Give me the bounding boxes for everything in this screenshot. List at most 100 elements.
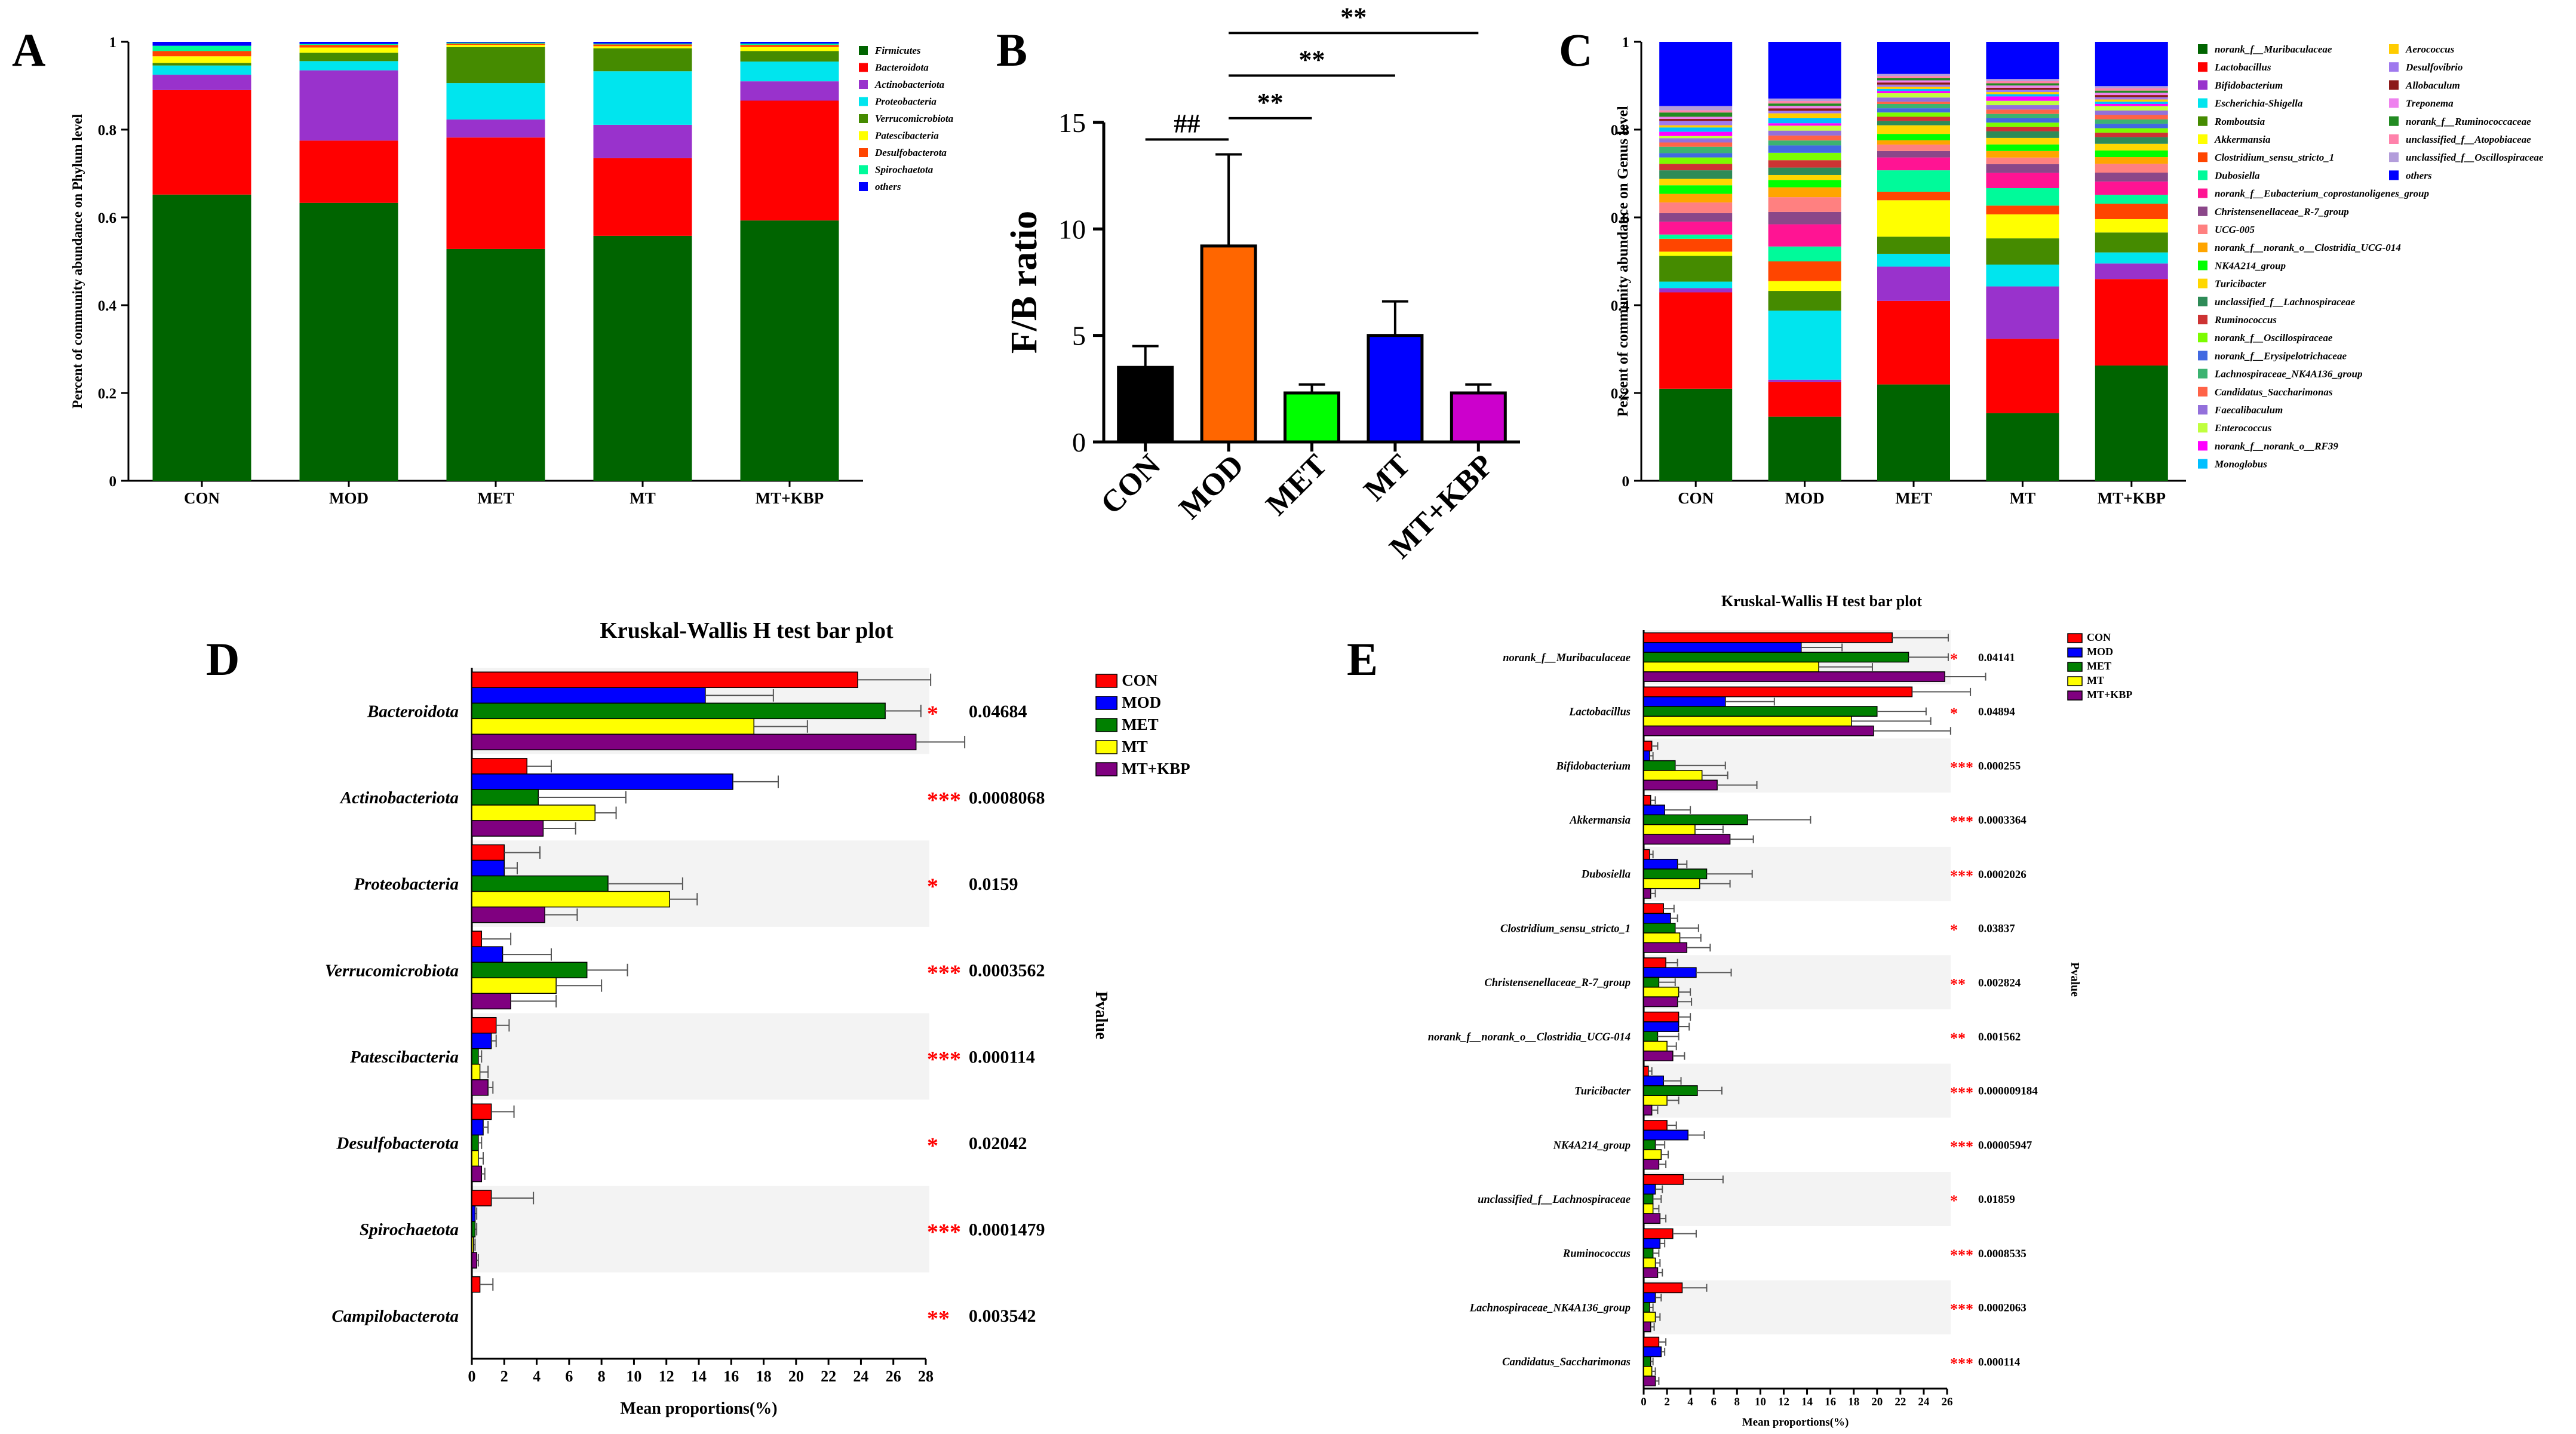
x-tick-label: 24 [853,1368,868,1385]
bar-segment-met-norank-f-muribaculaceae [1877,384,1950,481]
bar-segment-mt-kbp-others [2095,42,2168,87]
bar-segment-mt-norank-f-erysipelotrichaceae [1986,118,2059,123]
legend-label-bifidobacterium: Bifidobacterium [2214,79,2283,91]
bar-segment-mod-nk4a214-group [1768,180,1841,188]
category-label-norank-f-norank-o-clostridia-ucg-014: norank_f__norank_o__Clostridia_UCG-014 [1428,1031,1631,1043]
p-value: 0.000114 [1978,1356,2021,1368]
legend-swatch-mt [2067,676,2083,686]
bar-segment-mod-norank-f-erysipelotrichaceae [1768,145,1841,153]
bar-segment-mt-kbp-clostridium-sensu-stricto-1 [2095,203,2168,219]
legend-swatch-romboutsia [2198,116,2207,126]
bar-segment-con-norank-f-eubacterium-coprostanoligenes-group [1659,222,1733,235]
bar-segment-con-unclassified-f-oscillospiraceae [1659,106,1733,110]
x-tick-label: 28 [918,1368,934,1385]
bar-segment-con-norank-f-muribaculaceae [1659,388,1733,481]
legend-swatch-norank-f-norank-o-rf39 [2198,441,2207,451]
bar-segment-mod-bacteroidota [299,140,398,203]
bar-ruminococcus-con [1643,1228,1674,1239]
legend-label-bacteroidota: Bacteroidota [874,62,929,73]
legend-swatch-mt-kbp [1095,762,1117,776]
bar-segment-con-nk4a214-group [1659,185,1733,194]
bar-segment-met-actinobacteriota [446,119,545,138]
significance-label: ** [1257,88,1284,117]
bar-segment-mod-firmicutes [299,202,398,481]
category-label-campilobacterota: Campilobacterota [331,1307,459,1326]
bar-candidatus-saccharimonas-con [1643,1337,1660,1347]
p-value: 0.0008535 [1978,1248,2027,1260]
bar-segment-mt-kbp-norank-f-ruminococcaceae [2095,90,2168,93]
bar-segment-mod-verrucomicrobiota [299,53,398,62]
significance-stars: *** [1950,813,1973,830]
legend-label-treponema: Treponema [2406,98,2454,109]
bar-norank-f-muribaculaceae-mod [1643,642,1802,653]
x-tick-label-mt-kbp: MT+KBP [756,489,824,507]
legend-label-mt: MT [1122,738,1148,756]
category-label-unclassified-f-lachnospiraceae: unclassified_f__Lachnospiraceae [1478,1194,1631,1206]
p-value: 0.0003364 [1978,814,2027,827]
significance-stars: * [1950,650,1958,668]
bar-segment-mod-others [1768,42,1841,99]
p-value: 0.04684 [969,702,1027,721]
x-tick-label: 26 [886,1368,901,1385]
bar-segment-mod-faecalibaculum [1768,130,1841,136]
bar-segment-con-christensenellaceae-r-7-group [1659,213,1733,222]
legend-swatch-proteobacteria [859,97,868,106]
legend-swatch-lachnospiraceae-nk4a136-group [2198,369,2207,379]
legend-swatch-allobaculum [2389,80,2399,90]
bar-proteobacteria-mt-kbp [471,906,545,923]
bar-segment-met-enterococcus [1877,93,1950,98]
bar-lactobacillus-mt [1643,716,1852,727]
p-value: 0.0001479 [969,1220,1045,1240]
legend-label-proteobacteria: Proteobacteria [874,96,937,108]
bar-segment-con-norank-f-norank-o-rf39 [1659,131,1733,136]
bar-spirochaetota-met [471,1221,476,1238]
bar-segment-met-unclassified-f-atopobiaceae [1877,76,1950,78]
bar-segment-met-dubosiella [1877,170,1950,192]
bar-bacteroidota-mt-kbp [471,733,917,751]
bar-segment-con-monoglobus [1659,127,1733,132]
legend-label-lactobacillus: Lactobacillus [2214,62,2271,73]
bar-akkermansia-mt-kbp [1643,834,1731,845]
bar-segment-mod-norank-f-ruminococcaceae [1768,103,1841,106]
bar-bifidobacterium-met [1643,760,1676,771]
bar-segment-con-enterococcus [1659,136,1733,139]
bar-turicibacter-mod [1643,1075,1664,1086]
bar-segment-met-norank-f-ruminococcaceae [1877,78,1950,81]
bar-patescibacteria-mt [471,1064,481,1080]
bar-segment-mt-kbp-others [740,42,839,44]
y-tick-label: 0.6 [1611,210,1629,226]
bar-segment-mod-akkermansia [1768,281,1841,291]
bar-segment-con-unclassified-f-atopobiaceae [1659,110,1733,113]
x-tick-label: 24 [1918,1396,1930,1408]
x-tick-label: 2 [501,1368,508,1385]
legend-swatch-akkermansia [2198,134,2207,144]
bar-segment-con-dubosiella [1659,234,1733,239]
x-tick-label: 4 [533,1368,541,1385]
bar-segment-met-allobaculum [1877,82,1950,85]
legend-label-mt-kbp: MT+KBP [1122,760,1190,778]
bar-segment-mt-proteobacteria [593,71,692,125]
bar-segment-mt-kbp-norank-f-erysipelotrichaceae [2095,124,2168,128]
y-tick-label: 0 [1072,427,1086,457]
legend-label-unclassified-f-atopobiaceae: unclassified_f__Atopobiaceae [2406,134,2531,145]
bar-verrucomicrobiota-mod [471,946,503,963]
bar-segment-mod-escherichia-shigella [1768,311,1841,380]
y-tick-label: 0.8 [1611,122,1629,139]
legend-label-norank-f-muribaculaceae: norank_f__Muribaculaceae [2215,44,2332,55]
bar-patescibacteria-con [471,1017,497,1034]
bar-segment-mod-ucg-005 [1768,197,1841,212]
bar-segment-con-lachnospiraceae-nk4a136-group [1659,146,1733,153]
bar-dubosiella-mod [1643,858,1678,870]
bar-segment-mod-lactobacillus [1768,382,1841,417]
bar-segment-con-norank-f-norank-o-clostridia-ucg-014 [1659,194,1733,202]
bar-segment-con-unclassified-f-lachnospiraceae [1659,170,1733,179]
category-label-spirochaetota: Spirochaetota [360,1220,459,1239]
significance-stars: *** [927,1220,961,1245]
row-shade [1644,1172,1951,1226]
legend-swatch-unclassified-f-oscillospiraceae [2389,152,2399,162]
bar-segment-mt-kbp-treponema [2095,93,2168,96]
x-tick-label: 10 [1755,1396,1766,1408]
bar-segment-met-treponema [1877,80,1950,83]
bar-segment-con-norank-f-oscillospiraceae [1659,157,1733,164]
bar-segment-con-desulfovibrio [1659,121,1733,125]
